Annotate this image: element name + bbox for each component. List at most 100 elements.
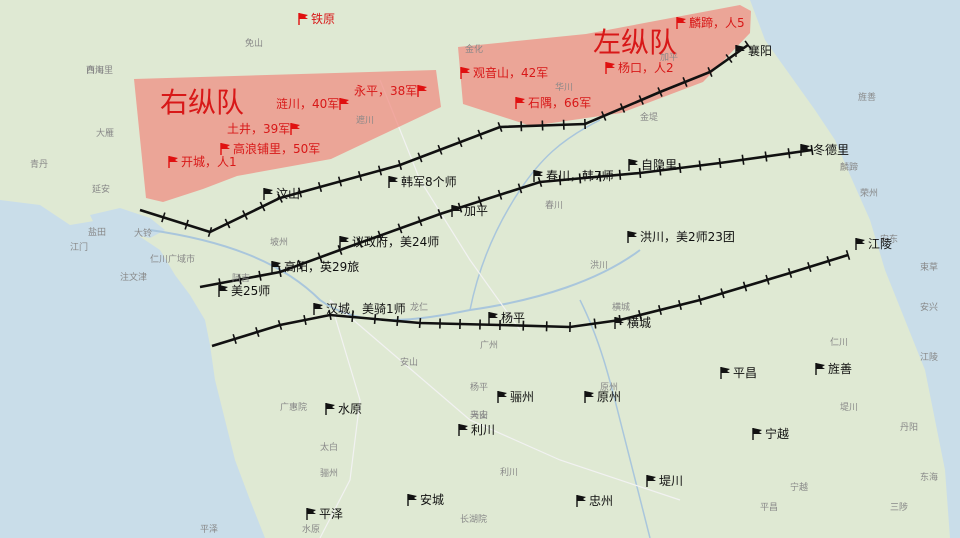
label-wenshan[interactable]: 汶山: [263, 187, 300, 201]
label-jingshan[interactable]: 旌善: [815, 362, 852, 376]
red-flag-icon: [515, 97, 525, 109]
front-line-tick: [698, 160, 702, 171]
label-ziyinli[interactable]: 自隐里: [628, 158, 677, 172]
label-text: 平泽: [319, 507, 344, 521]
black-flag-icon: [325, 403, 335, 415]
label-gaoyang[interactable]: 高阳，英29旅: [271, 260, 359, 274]
label-dongdeli[interactable]: 冬德里: [800, 143, 849, 157]
label-ningyue[interactable]: 宁越: [752, 427, 789, 441]
label-text: 忠州: [589, 494, 614, 508]
basemap-town: 阿吉: [232, 274, 251, 284]
front-line-tick: [707, 67, 713, 77]
label-hanjun8[interactable]: 韩军8个师: [388, 175, 457, 189]
label-text: 堤川: [659, 474, 684, 488]
front-line-tick: [537, 176, 543, 188]
front-line-tick: [764, 151, 768, 162]
label-text: 涟川，40军: [276, 97, 340, 111]
black-flag-icon: [628, 159, 638, 171]
label-text: 铁原: [311, 12, 336, 26]
label-lizhou[interactable]: 骊州: [497, 390, 534, 404]
label-ancheng[interactable]: 安城: [407, 493, 444, 507]
label-pingchang[interactable]: 平昌: [720, 366, 757, 380]
basemap-town: 平泽: [200, 525, 219, 535]
basemap-town: 安兴: [920, 303, 939, 313]
label-shuiyuan[interactable]: 水原: [325, 402, 362, 416]
black-flag-icon: [614, 317, 624, 329]
label-gaolangpuli[interactable]: 高浪铺里，50军: [220, 142, 320, 156]
basemap-town: 东海: [920, 473, 939, 483]
left-column-title: 左纵队: [593, 26, 678, 59]
basemap-town: 龙仁: [410, 303, 429, 313]
front-line-tick: [601, 111, 607, 121]
west-sea: [0, 200, 265, 538]
basemap-town: 杨平: [470, 383, 489, 393]
label-hongchuan[interactable]: 洪川，美2师23团: [627, 230, 735, 244]
label-text: 原州: [597, 390, 622, 404]
label-yangkou[interactable]: 杨口，人2: [605, 61, 674, 75]
front-line-tick: [807, 261, 812, 273]
front-line-tick: [317, 181, 323, 193]
front-line-tick: [377, 230, 383, 241]
front-line-tick: [497, 122, 503, 132]
front-line-tick: [725, 53, 733, 64]
label-tieyuan[interactable]: 铁原: [298, 12, 335, 26]
label-text: 安城: [420, 493, 445, 507]
front-line-tick: [277, 193, 283, 203]
front-line-tick: [258, 270, 262, 281]
red-flag-icon: [339, 98, 350, 110]
label-text: 旌善: [828, 362, 853, 376]
label-text: 永平，38军: [354, 84, 418, 98]
label-linti[interactable]: 麟蹄，人5: [676, 16, 745, 30]
label-shiyu[interactable]: 石隅，66军: [515, 96, 591, 110]
black-flag-icon: [218, 285, 228, 297]
basemap-town: 乌山: [470, 411, 489, 421]
black-flag-icon: [720, 367, 730, 379]
front-line-tick: [765, 274, 770, 285]
label-dichuan[interactable]: 堤川: [646, 474, 683, 488]
road: [319, 299, 361, 538]
label-text: 江陵: [868, 237, 893, 251]
label-chunchuan[interactable]: 春川，韩7师: [533, 169, 614, 183]
label-hengcheng[interactable]: 横城: [614, 316, 651, 330]
basemap-town: 麟蹄: [840, 163, 859, 173]
label-yangping[interactable]: 杨平: [488, 311, 525, 325]
front-line-tick: [618, 169, 622, 180]
black-flag-icon: [407, 494, 417, 506]
label-yuanzhou[interactable]: 原州: [584, 390, 621, 404]
front-line-tick: [161, 212, 166, 223]
label-jiaping[interactable]: 加平: [451, 204, 488, 218]
label-xiangyang[interactable]: 襄阳: [735, 44, 772, 58]
label-lianchuan[interactable]: 涟川，40军: [276, 97, 352, 111]
front-line-tick: [678, 162, 682, 174]
label-text: 宁越: [765, 427, 790, 441]
front-line-tick: [397, 159, 403, 171]
label-jiangling[interactable]: 江陵: [855, 237, 892, 251]
front-line-tick: [303, 314, 307, 326]
label-hancheng[interactable]: 汉城，美骑1师: [313, 302, 406, 316]
front-line-tick: [396, 315, 399, 327]
label-guanyinshan[interactable]: 观音山，42军: [460, 66, 548, 80]
black-flag-icon: [388, 176, 398, 188]
label-zhongzhou[interactable]: 忠州: [576, 494, 613, 508]
front-line-tick: [224, 218, 231, 229]
front-line-tick: [351, 311, 354, 323]
label-mei25[interactable]: 美25师: [218, 284, 270, 298]
label-text: 加平: [464, 204, 489, 218]
label-yizhengfu[interactable]: 议政府，美24师: [339, 235, 439, 249]
front-lines: [139, 40, 851, 348]
front-line-tick: [741, 154, 745, 165]
front-line-tick: [184, 219, 189, 230]
label-text: 高浪铺里，50军: [233, 142, 321, 156]
basemap-town: 西海: [86, 66, 105, 76]
front-line-tick: [845, 249, 851, 261]
front-line-tick: [619, 103, 626, 113]
black-flag-icon: [533, 170, 543, 182]
basemap-town: 丹阳: [900, 423, 919, 433]
front-line-tick: [477, 196, 483, 207]
label-yongping[interactable]: 永平，38军: [354, 84, 430, 98]
label-tujing[interactable]: 土井，39军: [227, 122, 303, 136]
label-lichuan[interactable]: 利川: [458, 423, 495, 437]
label-pingze[interactable]: 平泽: [306, 507, 343, 521]
label-kaicheng[interactable]: 开城，人1: [168, 155, 237, 169]
